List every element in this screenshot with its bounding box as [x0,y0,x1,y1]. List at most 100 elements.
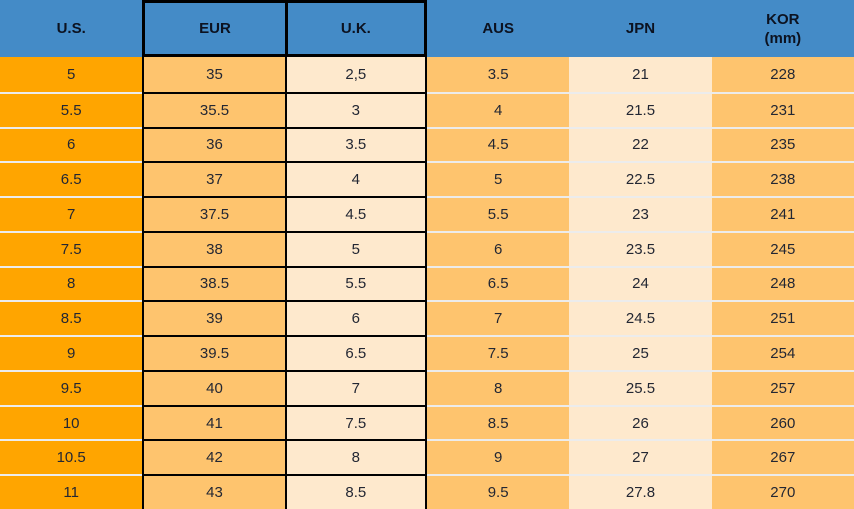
cell-eur: 38 [142,230,285,266]
header-label-kor: KOR [766,10,800,28]
cell-us: 9.5 [0,369,143,405]
cell-us: 10.5 [0,439,143,475]
cell-aus: 4.5 [426,126,570,162]
cell-uk: 7.5 [284,404,427,440]
cell-jpn: 21.5 [569,91,712,127]
cell-kor: 254 [711,335,854,370]
cell-kor: 228 [711,57,854,92]
cell-kor: 257 [711,369,854,405]
header-label-jpn: JPN [625,20,656,37]
cell-uk: 7 [284,369,427,405]
cell-eur: 39 [142,300,285,336]
cell-jpn: 25.5 [569,369,712,405]
header-label-aus: AUS [482,20,514,37]
header-label-us: U.S. [56,20,86,37]
cell-uk: 3.5 [284,126,427,162]
cell-jpn: 27.8 [569,474,712,509]
header-cell-us: U.S. [0,0,143,57]
table-row: 6 36 3.5 4.5 22 235 [0,126,854,162]
cell-us: 11 [0,474,143,509]
cell-us: 6.5 [0,161,143,197]
table-row: 6.5 37 4 5 22.5 238 [0,161,854,197]
cell-aus: 8 [426,369,570,405]
cell-eur: 39.5 [142,335,285,370]
cell-aus: 3.5 [426,57,570,92]
table-row: 10.5 42 8 9 27 267 [0,439,854,475]
header-row: U.S. EUR U.K. AUS JPN KOR (mm) [0,0,854,57]
cell-eur: 42 [142,439,285,475]
table-row: 5 35 2,5 3.5 21 228 [0,57,854,92]
cell-aus: 6.5 [426,265,570,301]
header-cell-kor: KOR (mm) [711,0,854,57]
cell-aus: 5 [426,161,570,197]
cell-kor: 231 [711,91,854,127]
cell-uk: 4.5 [284,196,427,231]
cell-aus: 8.5 [426,404,570,440]
cell-uk: 6.5 [284,335,427,370]
cell-us: 8.5 [0,300,143,336]
cell-aus: 9 [426,439,570,475]
table-row: 10 41 7.5 8.5 26 260 [0,404,854,440]
cell-kor: 241 [711,196,854,231]
table-body: 5 35 2,5 3.5 21 228 5.5 35.5 3 4 21.5 231 6 36 3.5 4.5 2… [0,57,854,509]
cell-us: 7.5 [0,230,143,266]
cell-uk: 4 [284,161,427,197]
cell-eur: 35.5 [142,91,285,127]
cell-eur: 36 [142,126,285,162]
header-label-uk: U.K. [340,20,371,37]
cell-jpn: 22.5 [569,161,712,197]
cell-kor: 248 [711,265,854,301]
table-row: 5.5 35.5 3 4 21.5 231 [0,91,854,127]
cell-eur: 37.5 [142,196,285,231]
cell-eur: 40 [142,369,285,405]
header-cell-jpn: JPN [569,0,712,57]
header-cell-eur: EUR [142,0,285,57]
cell-aus: 9.5 [426,474,570,509]
cell-us: 7 [0,196,143,231]
cell-kor: 267 [711,439,854,475]
cell-jpn: 23 [569,196,712,231]
cell-kor: 245 [711,230,854,266]
cell-uk: 3 [284,91,427,127]
header-cell-uk: U.K. [284,0,427,57]
cell-eur: 37 [142,161,285,197]
table-row: 11 43 8.5 9.5 27.8 270 [0,474,854,509]
header-cell-aus: AUS [426,0,570,57]
cell-jpn: 24 [569,265,712,301]
cell-uk: 8.5 [284,474,427,509]
cell-uk: 5 [284,230,427,266]
cell-uk: 2,5 [284,57,427,92]
cell-us: 6 [0,126,143,162]
cell-aus: 7 [426,300,570,336]
table-header: U.S. EUR U.K. AUS JPN KOR (mm) [0,0,854,57]
table-row: 8.5 39 6 7 24.5 251 [0,300,854,336]
cell-kor: 260 [711,404,854,440]
cell-jpn: 23.5 [569,230,712,266]
cell-uk: 6 [284,300,427,336]
table-row: 8 38.5 5.5 6.5 24 248 [0,265,854,301]
table-row: 9 39.5 6.5 7.5 25 254 [0,335,854,370]
header-sublabel-kor: (mm) [764,29,802,47]
cell-aus: 5.5 [426,196,570,231]
cell-jpn: 25 [569,335,712,370]
cell-kor: 238 [711,161,854,197]
cell-kor: 251 [711,300,854,336]
cell-eur: 38.5 [142,265,285,301]
cell-jpn: 21 [569,57,712,92]
cell-jpn: 22 [569,126,712,162]
cell-kor: 235 [711,126,854,162]
table-row: 7.5 38 5 6 23.5 245 [0,230,854,266]
cell-us: 9 [0,335,143,370]
cell-eur: 35 [142,57,285,92]
cell-jpn: 24.5 [569,300,712,336]
cell-us: 10 [0,404,143,440]
cell-aus: 6 [426,230,570,266]
cell-jpn: 26 [569,404,712,440]
cell-jpn: 27 [569,439,712,475]
cell-eur: 41 [142,404,285,440]
table-row: 9.5 40 7 8 25.5 257 [0,369,854,405]
cell-us: 8 [0,265,143,301]
table-row: 7 37.5 4.5 5.5 23 241 [0,196,854,231]
